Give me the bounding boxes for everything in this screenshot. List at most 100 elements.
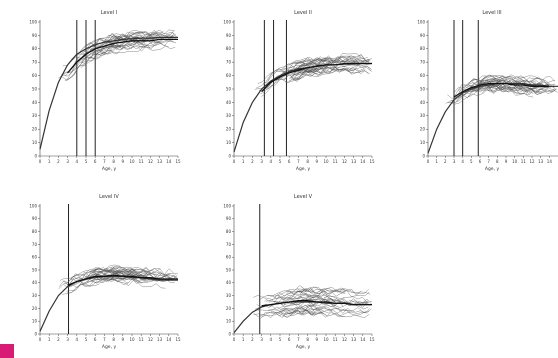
y-tick-label: 60	[226, 73, 232, 78]
y-tick-label: 40	[32, 280, 38, 285]
individual-trajectory	[284, 310, 317, 316]
x-tick-label: 12	[148, 337, 154, 342]
x-tick-label: 15	[175, 159, 181, 164]
x-tick-label: 13	[351, 159, 357, 164]
individual-trajectory	[285, 67, 366, 83]
individual-trajectory	[281, 57, 368, 73]
individual-trajectory	[61, 42, 120, 75]
x-tick-label: 6	[94, 337, 97, 342]
x-tick-label: 5	[85, 337, 88, 342]
individual-trajectory	[267, 64, 324, 90]
x-tick-label: 4	[461, 159, 464, 164]
individual-trajectory	[266, 301, 306, 310]
individual-trajectory	[450, 89, 480, 105]
y-tick-label: 0	[34, 331, 37, 336]
individual-trajectory	[287, 294, 372, 305]
x-tick-label: 3	[260, 159, 263, 164]
individual-trajectory	[453, 75, 550, 94]
x-tick-label: 6	[288, 159, 291, 164]
x-tick-label: 6	[288, 337, 291, 342]
individual-trajectory	[95, 45, 176, 55]
model-curve	[233, 62, 372, 153]
mean-curve	[67, 38, 178, 74]
y-tick-label: 30	[226, 293, 232, 298]
x-tick-label: 8	[306, 337, 309, 342]
individual-trajectory	[90, 29, 175, 47]
x-tick-label: 11	[333, 337, 339, 342]
panel-title: Level II	[294, 10, 312, 16]
individual-trajectory	[283, 68, 370, 84]
x-tick-label: 9	[122, 337, 125, 342]
y-tick-label: 30	[420, 113, 426, 118]
y-tick-label: 100	[223, 19, 231, 24]
y-tick-label: 40	[226, 100, 232, 105]
individual-trajectory	[295, 304, 367, 314]
x-tick-label: 12	[342, 159, 348, 164]
x-tick-label: 12	[342, 337, 348, 342]
x-tick-label: 13	[538, 159, 544, 164]
x-axis-label: Age, y	[102, 166, 117, 172]
individual-trajectory	[264, 294, 372, 303]
individual-trajectory	[287, 288, 346, 297]
individual-trajectory	[62, 283, 99, 295]
x-axis-label: Age, y	[102, 344, 117, 350]
y-tick-label: 60	[226, 255, 232, 260]
individual-trajectory	[267, 290, 303, 297]
individual-trajectory	[60, 267, 121, 281]
x-tick-label: 5	[279, 337, 282, 342]
x-tick-label: 10	[323, 337, 329, 342]
y-tick-label: 100	[223, 203, 231, 208]
mean-curve	[261, 300, 372, 307]
x-tick-label: 2	[251, 337, 254, 342]
individual-trajectory	[285, 285, 369, 294]
y-tick-label: 70	[226, 60, 232, 65]
individual-trajectory	[291, 63, 371, 76]
x-tick-label: 7	[297, 159, 300, 164]
y-tick-label: 70	[420, 60, 426, 65]
individual-trajectory	[267, 304, 372, 314]
y-tick-label: 100	[417, 19, 425, 24]
x-tick-label: 11	[139, 337, 145, 342]
x-tick-label: 6	[479, 159, 482, 164]
model-curve	[427, 83, 558, 154]
y-tick-label: 40	[32, 100, 38, 105]
x-tick-label: 7	[297, 337, 300, 342]
y-tick-label: 90	[420, 33, 426, 38]
x-tick-label: 9	[505, 159, 508, 164]
x-tick-label: 2	[251, 159, 254, 164]
individual-trajectory	[280, 309, 370, 318]
y-tick-label: 60	[32, 73, 38, 78]
individual-trajectory	[260, 308, 324, 319]
x-tick-label: 4	[270, 337, 273, 342]
y-tick-label: 80	[226, 229, 232, 234]
individual-trajectory	[257, 55, 321, 84]
mean-curve	[261, 62, 372, 93]
x-tick-label: 7	[103, 159, 106, 164]
mean-curve	[67, 274, 178, 286]
x-tick-label: 14	[360, 337, 366, 342]
y-tick-label: 100	[29, 19, 37, 24]
individual-trajectory	[488, 86, 557, 94]
y-tick-label: 20	[420, 127, 426, 132]
individual-trajectory	[257, 305, 333, 312]
y-tick-label: 0	[228, 331, 231, 336]
x-tick-label: 8	[112, 159, 115, 164]
x-tick-label: 2	[57, 337, 60, 342]
individual-trajectory	[64, 52, 99, 81]
y-tick-label: 0	[422, 153, 425, 158]
x-tick-label: 3	[66, 337, 69, 342]
y-tick-label: 70	[226, 242, 232, 247]
individual-trajectory	[110, 280, 166, 289]
individual-trajectory	[305, 295, 336, 303]
individual-trajectory	[307, 65, 372, 74]
x-tick-label: 12	[148, 159, 154, 164]
x-tick-label: 10	[129, 337, 135, 342]
y-tick-label: 50	[226, 86, 232, 91]
x-tick-label: 14	[166, 337, 172, 342]
panel-title: Level IV	[99, 194, 119, 200]
x-tick-label: 15	[369, 337, 375, 342]
x-tick-label: 6	[94, 159, 97, 164]
x-tick-label: 5	[85, 159, 88, 164]
x-tick-label: 11	[139, 159, 145, 164]
